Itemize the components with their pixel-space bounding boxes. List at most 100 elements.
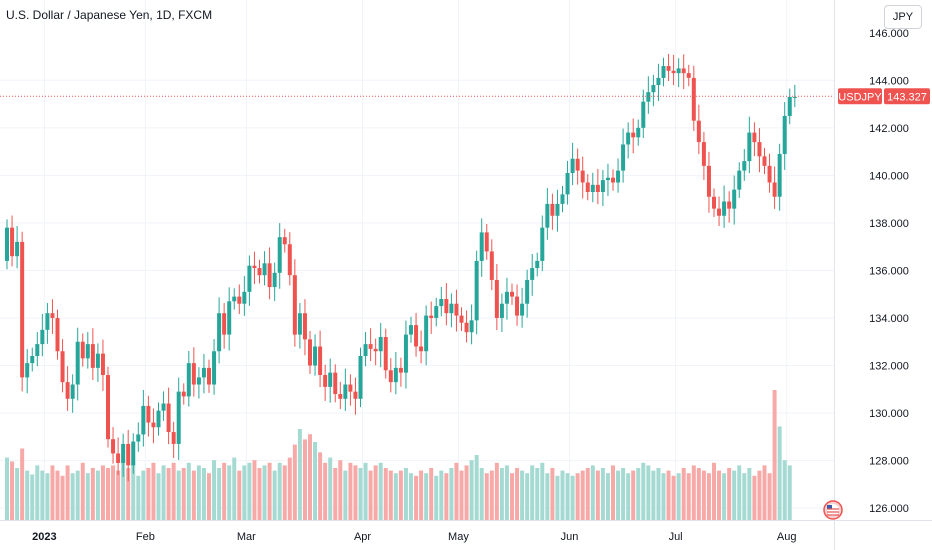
candle[interactable]	[727, 201, 732, 209]
candle[interactable]	[60, 351, 65, 383]
candle[interactable]	[454, 303, 459, 316]
candle[interactable]	[449, 303, 454, 314]
candle[interactable]	[464, 322, 469, 333]
candle[interactable]	[151, 422, 156, 428]
candle[interactable]	[333, 372, 338, 395]
candle[interactable]	[686, 73, 691, 78]
candle[interactable]	[732, 189, 737, 209]
candle[interactable]	[358, 356, 363, 399]
candle[interactable]	[20, 241, 25, 378]
candle[interactable]	[767, 165, 772, 183]
candle[interactable]	[100, 353, 105, 376]
candle[interactable]	[85, 344, 90, 359]
candle[interactable]	[297, 313, 302, 335]
candle[interactable]	[237, 296, 242, 304]
candle[interactable]	[171, 432, 176, 444]
candle[interactable]	[560, 194, 565, 204]
candle[interactable]	[65, 382, 70, 399]
candle[interactable]	[414, 325, 419, 347]
candle[interactable]	[777, 153, 782, 197]
candle[interactable]	[242, 291, 247, 304]
candle[interactable]	[338, 394, 343, 399]
candle[interactable]	[212, 351, 217, 385]
candle[interactable]	[328, 372, 333, 387]
candle[interactable]	[403, 334, 408, 373]
candle[interactable]	[666, 66, 671, 71]
candle[interactable]	[439, 298, 444, 307]
candle[interactable]	[373, 348, 378, 352]
candle[interactable]	[580, 170, 585, 183]
candle[interactable]	[363, 344, 368, 356]
candle[interactable]	[106, 375, 110, 440]
candle[interactable]	[600, 180, 605, 192]
candle[interactable]	[585, 182, 590, 192]
candle[interactable]	[313, 346, 318, 366]
candle[interactable]	[343, 384, 348, 399]
candle[interactable]	[520, 303, 525, 316]
candle[interactable]	[717, 208, 722, 216]
currency-button[interactable]: JPY	[884, 5, 922, 29]
candle[interactable]	[424, 315, 429, 352]
candle[interactable]	[378, 336, 383, 352]
candle[interactable]	[772, 182, 777, 197]
candle[interactable]	[474, 260, 479, 321]
candle[interactable]	[459, 315, 464, 323]
candle[interactable]	[10, 227, 15, 257]
candle[interactable]	[398, 367, 403, 373]
candle[interactable]	[35, 344, 40, 356]
candle[interactable]	[636, 127, 641, 138]
candle[interactable]	[545, 203, 550, 228]
candle[interactable]	[409, 325, 413, 335]
candle[interactable]	[641, 101, 646, 128]
candle[interactable]	[676, 68, 681, 74]
candle[interactable]	[247, 265, 252, 292]
candle[interactable]	[499, 303, 504, 318]
candle[interactable]	[626, 132, 631, 145]
candle[interactable]	[227, 301, 232, 335]
candle[interactable]	[712, 196, 716, 209]
candle[interactable]	[550, 203, 555, 216]
candle[interactable]	[166, 403, 171, 433]
candle[interactable]	[95, 353, 100, 368]
candle[interactable]	[469, 320, 474, 333]
candle[interactable]	[737, 170, 742, 190]
candle[interactable]	[540, 227, 545, 261]
candle[interactable]	[555, 203, 560, 216]
candle[interactable]	[722, 201, 727, 216]
candle[interactable]	[530, 268, 535, 280]
candle[interactable]	[323, 375, 328, 387]
candle[interactable]	[146, 405, 151, 423]
candle[interactable]	[590, 184, 595, 192]
candle[interactable]	[762, 156, 767, 166]
candle[interactable]	[141, 405, 146, 435]
candle[interactable]	[383, 336, 388, 371]
candle[interactable]	[429, 315, 434, 318]
candle[interactable]	[292, 275, 297, 335]
candle[interactable]	[222, 313, 227, 335]
candle[interactable]	[570, 158, 575, 173]
candle[interactable]	[90, 344, 95, 368]
candle[interactable]	[701, 142, 706, 166]
candle[interactable]	[661, 66, 666, 78]
candle[interactable]	[479, 232, 484, 261]
candle[interactable]	[126, 443, 131, 466]
candle[interactable]	[494, 279, 499, 318]
candle[interactable]	[489, 251, 494, 280]
candle[interactable]	[691, 77, 696, 121]
candle[interactable]	[706, 165, 711, 197]
candle[interactable]	[747, 132, 752, 162]
candle[interactable]	[621, 144, 626, 171]
candle[interactable]	[40, 329, 45, 345]
candle[interactable]	[393, 367, 398, 383]
candle[interactable]	[217, 313, 222, 352]
candle[interactable]	[671, 70, 676, 74]
candle[interactable]	[131, 441, 136, 466]
candle[interactable]	[419, 346, 424, 352]
candle[interactable]	[616, 170, 621, 183]
candle[interactable]	[782, 115, 787, 154]
candle[interactable]	[348, 384, 353, 392]
candle[interactable]	[191, 363, 196, 385]
candle[interactable]	[121, 443, 126, 463]
candle[interactable]	[434, 306, 439, 318]
candle[interactable]	[70, 384, 75, 399]
